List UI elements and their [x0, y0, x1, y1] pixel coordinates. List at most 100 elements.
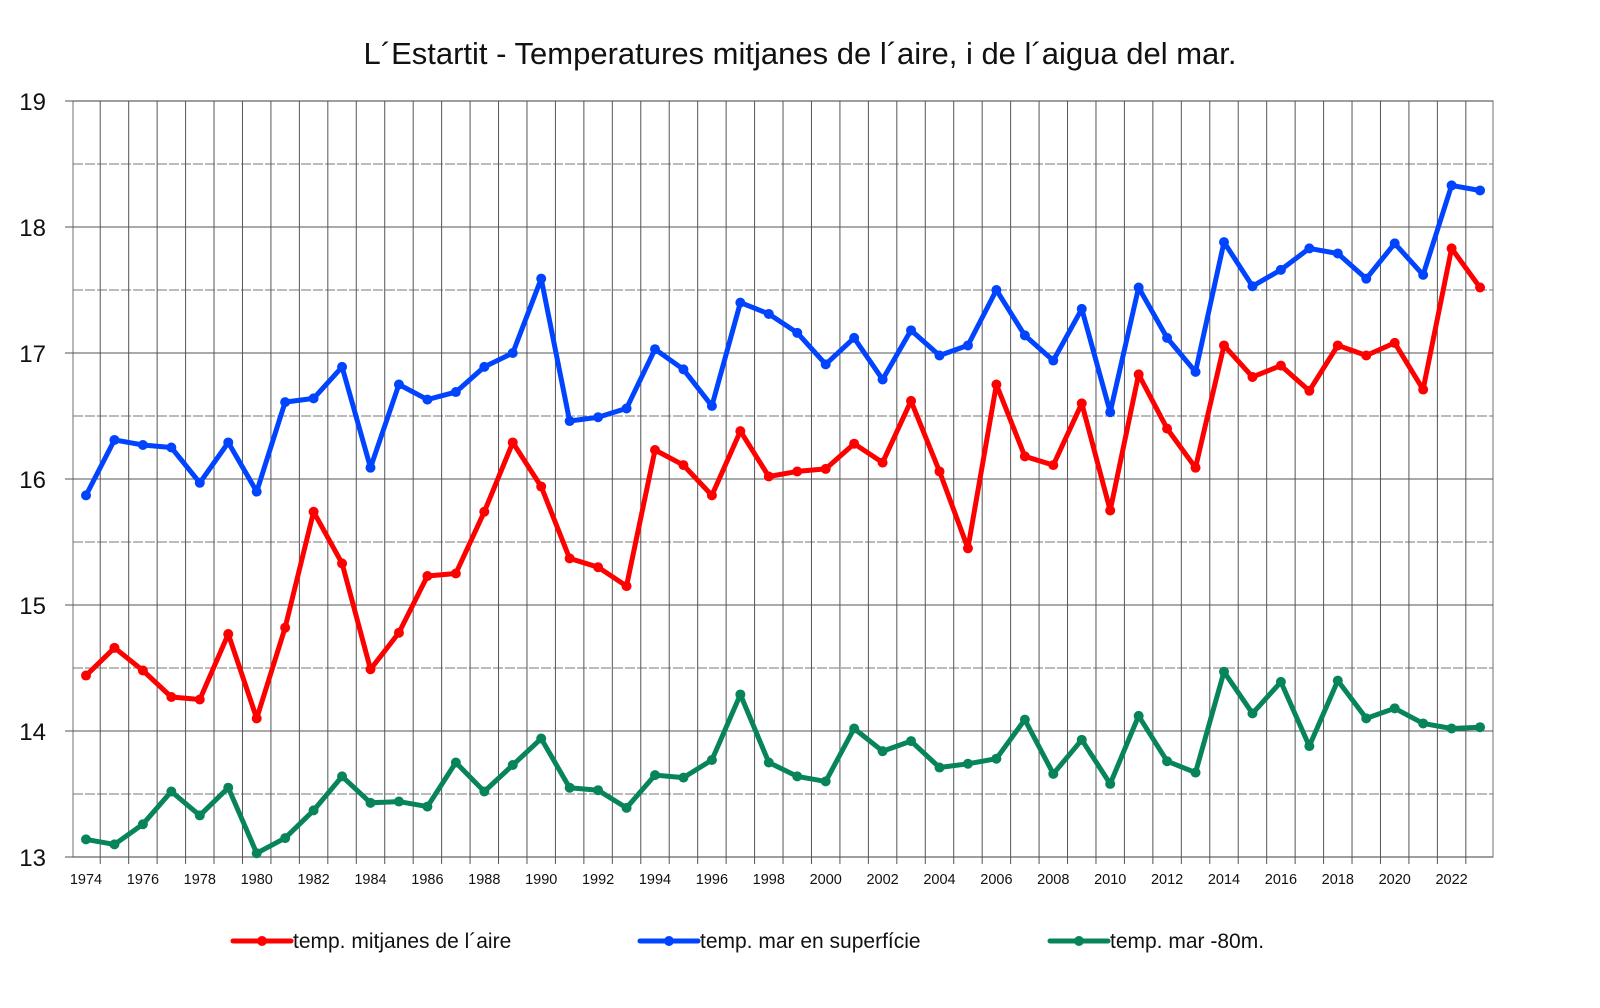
data-point [991, 753, 1002, 764]
x-tick-label: 2010 [1094, 872, 1126, 888]
data-point [507, 348, 518, 358]
x-tick-label: 2020 [1379, 872, 1411, 888]
data-point [735, 689, 746, 700]
legend-label: temp. mitjanes de l´aire [293, 930, 511, 953]
x-tick-label: 1998 [753, 872, 785, 888]
data-point [365, 664, 376, 675]
data-point [81, 490, 91, 501]
data-point [934, 350, 945, 361]
data-point [251, 486, 262, 497]
data-point [1304, 741, 1315, 752]
data-point [1304, 243, 1315, 254]
data-point [820, 776, 831, 787]
legend: temp. mitjanes de l´aire temp. mar en sup… [230, 930, 1264, 953]
data-point [962, 340, 973, 351]
data-point [1275, 676, 1286, 687]
data-point [81, 670, 91, 681]
data-point [479, 361, 490, 372]
data-point [365, 797, 376, 808]
y-tick-label: 19 [19, 89, 46, 116]
data-point [280, 833, 291, 844]
data-point [1076, 398, 1087, 409]
data-point [962, 543, 973, 554]
x-tick-label: 2002 [866, 872, 898, 888]
series-line [83, 669, 1483, 856]
data-point [81, 834, 91, 845]
data-point [1162, 756, 1173, 767]
data-point [422, 571, 433, 582]
data-point [1076, 734, 1087, 745]
data-point [678, 772, 689, 783]
data-point [906, 395, 917, 406]
data-point [1190, 767, 1201, 778]
data-point [792, 466, 803, 477]
data-point [479, 786, 490, 797]
legend-label: temp. mar en superfície [700, 930, 921, 953]
data-point [706, 400, 717, 411]
legend-swatch-marker [1074, 936, 1084, 946]
data-point [1475, 185, 1486, 196]
data-point [166, 442, 177, 453]
x-tick-label: 2022 [1435, 872, 1467, 888]
data-point [536, 273, 547, 284]
data-point [137, 665, 148, 676]
data-point [251, 848, 262, 859]
x-tick-label: 1976 [127, 872, 159, 888]
data-point [593, 562, 604, 573]
data-point [479, 506, 490, 517]
data-point [1446, 723, 1457, 734]
data-point [991, 379, 1002, 390]
data-point [1247, 281, 1258, 292]
data-point [1275, 264, 1286, 275]
data-point [650, 445, 660, 456]
data-point [223, 782, 234, 793]
data-point [1105, 407, 1116, 418]
data-point [251, 713, 262, 724]
data-point [792, 771, 803, 782]
series-line [83, 182, 1483, 498]
data-point [536, 733, 547, 744]
data-point [1332, 248, 1343, 259]
data-point [1361, 350, 1372, 361]
data-point [934, 762, 945, 773]
x-tick-label: 1994 [639, 872, 671, 888]
y-axis: 13 14 15 16 17 18 19 [19, 89, 46, 872]
data-point [393, 379, 404, 390]
data-point [1361, 273, 1372, 284]
data-point [337, 558, 348, 569]
x-tick-label: 2006 [980, 872, 1012, 888]
data-point [1019, 451, 1030, 462]
data-point [1475, 722, 1486, 733]
data-point [820, 359, 831, 370]
data-point [621, 403, 632, 414]
data-point [280, 622, 291, 633]
data-point [621, 581, 632, 592]
data-point [337, 771, 348, 782]
data-point [280, 397, 291, 408]
data-point [137, 819, 148, 830]
data-point [365, 462, 376, 473]
data-point [1389, 337, 1400, 348]
data-point [706, 754, 717, 765]
data-point [1418, 718, 1429, 729]
data-point [906, 736, 917, 747]
data-point [109, 434, 120, 445]
data-point [1162, 332, 1173, 343]
data-point [1418, 384, 1429, 395]
x-tick-label: 1986 [411, 872, 443, 888]
data-point [223, 437, 234, 448]
data-point [706, 490, 717, 501]
x-tick-label: 1974 [70, 872, 102, 888]
data-point [166, 786, 177, 797]
data-point [194, 477, 205, 488]
data-point [109, 839, 120, 850]
data-point [593, 412, 604, 423]
data-point [735, 297, 746, 308]
chart-title: L´Estartit - Temperatures mitjanes de l´… [364, 36, 1237, 71]
data-point [593, 785, 604, 796]
x-tick-label: 2012 [1151, 872, 1183, 888]
data-point [422, 394, 433, 405]
data-point [1361, 713, 1372, 724]
series-1 [81, 243, 1486, 724]
x-tick-label: 2016 [1265, 872, 1297, 888]
